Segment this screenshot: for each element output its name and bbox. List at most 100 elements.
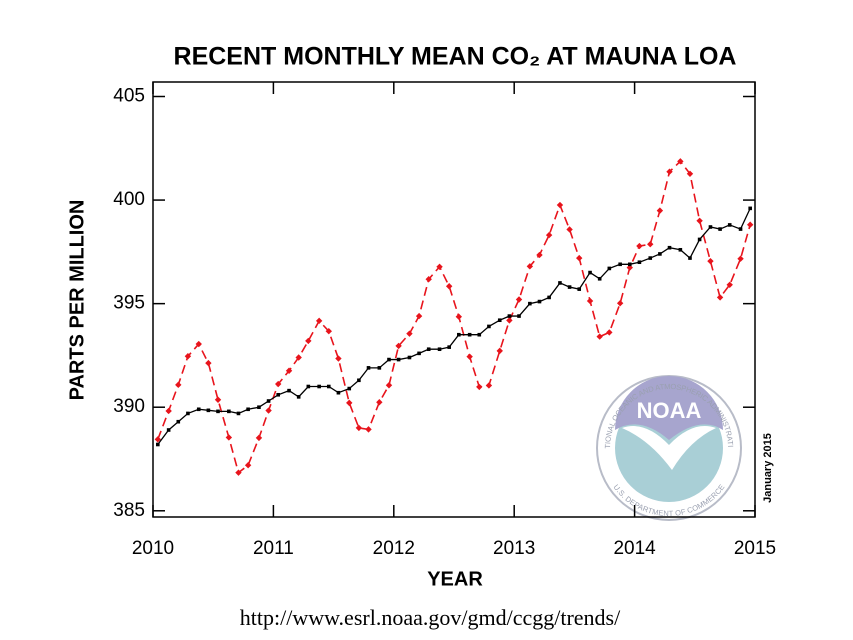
point <box>406 330 413 337</box>
point <box>175 381 182 389</box>
point <box>586 297 594 305</box>
point <box>387 357 391 362</box>
point <box>697 237 702 242</box>
point <box>276 392 281 397</box>
point <box>716 294 724 301</box>
point <box>195 340 202 348</box>
point <box>738 227 743 231</box>
chart-title: RECENT MONTHLY MEAN CO₂ AT MAUNA LOA <box>174 43 737 71</box>
point <box>496 347 503 355</box>
point <box>156 442 160 447</box>
point <box>296 395 301 399</box>
point <box>205 359 212 367</box>
point <box>648 256 653 260</box>
point <box>576 254 583 262</box>
point <box>476 383 483 391</box>
point <box>686 170 694 177</box>
point <box>385 382 393 389</box>
point <box>275 380 282 388</box>
point <box>526 263 534 270</box>
y-axis-label: PARTS PER MILLION <box>66 200 88 401</box>
point <box>547 295 551 300</box>
y-tick-label: 385 <box>113 500 145 521</box>
point <box>196 407 201 412</box>
point <box>637 260 642 265</box>
point <box>536 251 543 259</box>
point <box>426 347 431 352</box>
point <box>447 345 451 349</box>
point <box>658 252 662 256</box>
annotation: January 2015 <box>762 433 774 503</box>
point <box>287 388 291 393</box>
point <box>477 332 482 337</box>
y-tick-label: 400 <box>113 189 145 210</box>
point <box>436 263 443 270</box>
point <box>497 318 502 323</box>
point <box>588 270 592 275</box>
point <box>457 332 461 337</box>
point <box>336 390 341 395</box>
source-url: http://www.esrl.noaa.gov/gmd/ccgg/trends… <box>240 605 621 630</box>
x-tick-label: 2010 <box>132 538 174 559</box>
point <box>636 242 643 250</box>
point <box>437 347 442 352</box>
point <box>184 353 192 360</box>
point <box>506 317 513 324</box>
logo-name: NOAA <box>637 398 702 423</box>
point <box>528 301 532 306</box>
point <box>597 276 602 281</box>
point <box>285 367 293 374</box>
point <box>596 333 603 340</box>
point <box>445 283 453 290</box>
point <box>417 351 421 356</box>
point <box>616 300 624 307</box>
point <box>517 314 521 318</box>
point <box>346 399 353 407</box>
point <box>545 231 553 239</box>
logo-sky <box>615 376 723 440</box>
point <box>466 353 473 360</box>
plot-frame <box>152 81 756 518</box>
point <box>255 434 263 442</box>
point <box>746 221 754 228</box>
point <box>246 407 250 412</box>
y-tick-label: 395 <box>113 293 145 314</box>
point <box>257 405 261 410</box>
point <box>216 409 220 414</box>
point <box>467 332 472 337</box>
series-line <box>157 160 751 475</box>
point <box>485 382 493 389</box>
point <box>748 206 752 211</box>
point <box>227 409 231 414</box>
x-tick-label: 2012 <box>373 538 415 559</box>
point <box>558 281 562 285</box>
point <box>176 419 181 424</box>
point <box>305 337 312 345</box>
point <box>425 276 432 283</box>
point <box>577 287 582 291</box>
point <box>647 240 654 248</box>
point <box>696 217 703 224</box>
point <box>566 226 573 233</box>
y-tick-label: 405 <box>113 86 145 107</box>
point <box>365 426 372 433</box>
point <box>708 225 713 229</box>
point <box>206 408 211 413</box>
point <box>166 428 171 432</box>
point <box>396 357 401 362</box>
point <box>214 396 222 403</box>
point <box>235 469 242 476</box>
point <box>326 384 331 389</box>
point <box>718 227 722 231</box>
point <box>627 262 632 267</box>
point <box>556 201 564 209</box>
point <box>366 366 371 370</box>
point <box>186 411 190 416</box>
point <box>666 168 673 175</box>
point <box>376 399 383 406</box>
y-tick-label: 390 <box>113 396 145 417</box>
point <box>165 407 172 415</box>
point <box>154 436 162 443</box>
point <box>306 384 311 389</box>
x-axis-label: YEAR <box>427 568 483 590</box>
